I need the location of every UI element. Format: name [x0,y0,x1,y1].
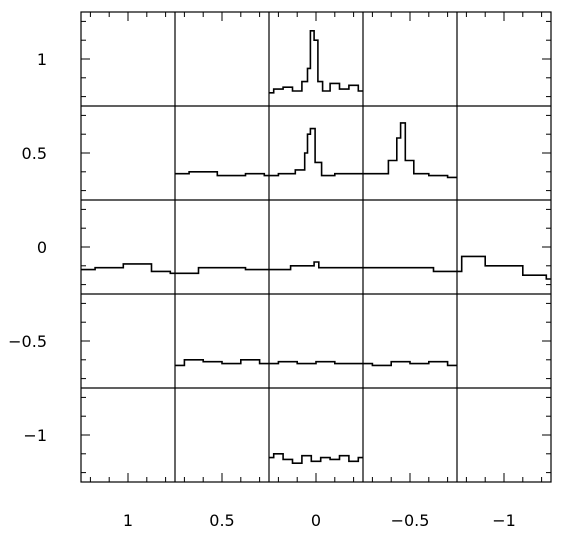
x-tick-label: −0.5 [391,511,430,530]
tick-labels: 1 0.5 0 −0.5 −1 1 0.5 0 −0.5 −1 [8,50,516,530]
plot-frame [80,11,552,483]
x-tick-label: −1 [492,511,516,530]
spectrum-line-5 [269,453,363,464]
axis-ticks [81,12,551,482]
spectrum-line-2 [175,122,457,179]
y-tick-label: −0.5 [8,332,47,351]
y-tick-label: 1 [37,50,47,69]
x-tick-label: 0.5 [209,511,234,530]
x-tick-label: 1 [123,511,133,530]
spectrum-line-4 [175,359,457,367]
x-tick-label: 0 [311,511,321,530]
spectra-series [81,30,551,464]
spectrum-line-3 [81,255,551,280]
y-tick-label: 0 [37,238,47,257]
y-tick-label: 0.5 [22,144,47,163]
y-tick-label: −1 [23,426,47,445]
spectrum-line-1 [269,30,363,94]
